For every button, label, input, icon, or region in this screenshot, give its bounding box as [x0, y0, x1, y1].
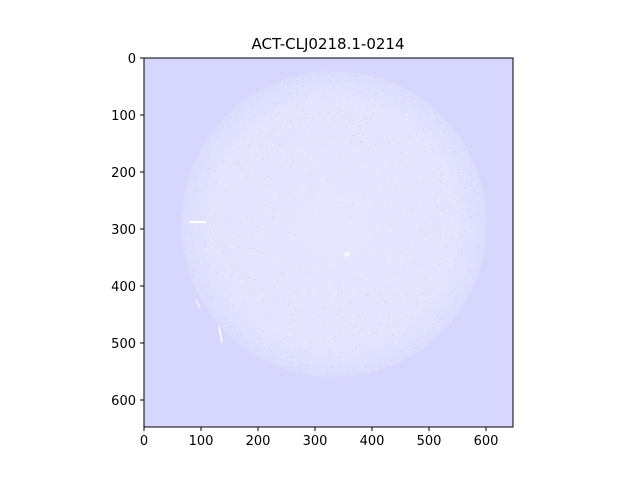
x-tick: 0 — [140, 427, 148, 449]
x-tick-label: 100 — [189, 434, 214, 449]
y-tick: 400 — [111, 280, 144, 295]
noise-speckles — [182, 73, 484, 378]
y-tick: 500 — [111, 337, 144, 352]
y-axis: 0 100 200 300 400 500 600 — [111, 52, 144, 409]
x-tick-label: 300 — [303, 434, 328, 449]
x-tick-label: 200 — [246, 434, 271, 449]
figure-title: ACT-CLJ0218.1-0214 — [252, 35, 405, 53]
x-tick-label: 500 — [417, 434, 442, 449]
y-tick-label: 300 — [111, 223, 136, 238]
y-tick-label: 500 — [111, 337, 136, 352]
x-axis: 0 100 200 300 400 500 600 — [140, 427, 499, 449]
y-tick-label: 200 — [111, 166, 136, 181]
y-tick-label: 100 — [111, 109, 136, 124]
y-tick: 100 — [111, 109, 144, 124]
image-panel — [144, 58, 513, 427]
y-tick: 600 — [111, 394, 144, 409]
x-tick: 500 — [417, 427, 442, 449]
y-tick: 200 — [111, 166, 144, 181]
axes-frame — [143, 57, 514, 428]
y-tick: 0 — [128, 52, 144, 67]
central-bright-spot — [344, 251, 350, 257]
x-tick: 100 — [189, 427, 214, 449]
x-tick-label: 600 — [474, 434, 499, 449]
y-tick: 300 — [111, 223, 144, 238]
x-tick-label: 400 — [360, 434, 385, 449]
x-tick-label: 0 — [140, 434, 148, 449]
x-tick: 600 — [474, 427, 499, 449]
field-disk — [181, 71, 487, 377]
bright-streaks — [189, 221, 223, 343]
y-tick-label: 0 — [128, 52, 136, 67]
x-tick: 200 — [246, 427, 271, 449]
y-tick-label: 600 — [111, 394, 136, 409]
y-tick-label: 400 — [111, 280, 136, 295]
x-tick: 400 — [360, 427, 385, 449]
x-tick: 300 — [303, 427, 328, 449]
